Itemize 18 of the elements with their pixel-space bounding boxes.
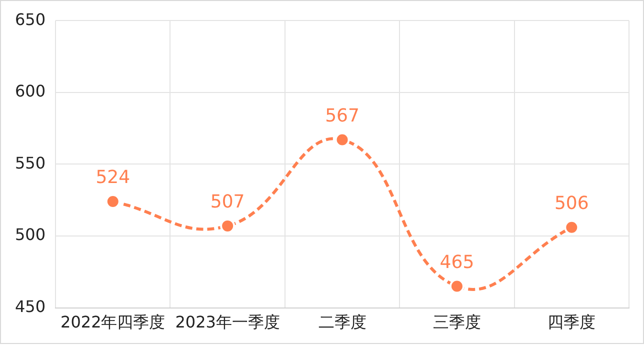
- data-label: 506: [554, 193, 589, 214]
- point: [564, 220, 580, 235]
- x-tick-label: 四季度: [548, 312, 596, 332]
- point: [449, 278, 464, 294]
- y-tick-label: 500: [14, 225, 46, 244]
- x-tick-label: 二季度: [318, 312, 366, 332]
- y-tick-label: 600: [14, 82, 46, 101]
- data-label: 567: [325, 105, 360, 126]
- data-label: 507: [210, 192, 245, 213]
- x-tick-label: 三季度: [432, 312, 481, 332]
- x-tick-label: 2023年一季度: [175, 312, 280, 332]
- data-label: 524: [96, 167, 130, 188]
- y-tick-label: 450: [14, 296, 46, 316]
- y-tick-label: 550: [14, 153, 46, 172]
- y-tick-label: 650: [14, 10, 46, 29]
- data-label: 465: [440, 252, 474, 273]
- point: [334, 132, 350, 148]
- x-tick-label: 2022年四季度: [60, 312, 166, 332]
